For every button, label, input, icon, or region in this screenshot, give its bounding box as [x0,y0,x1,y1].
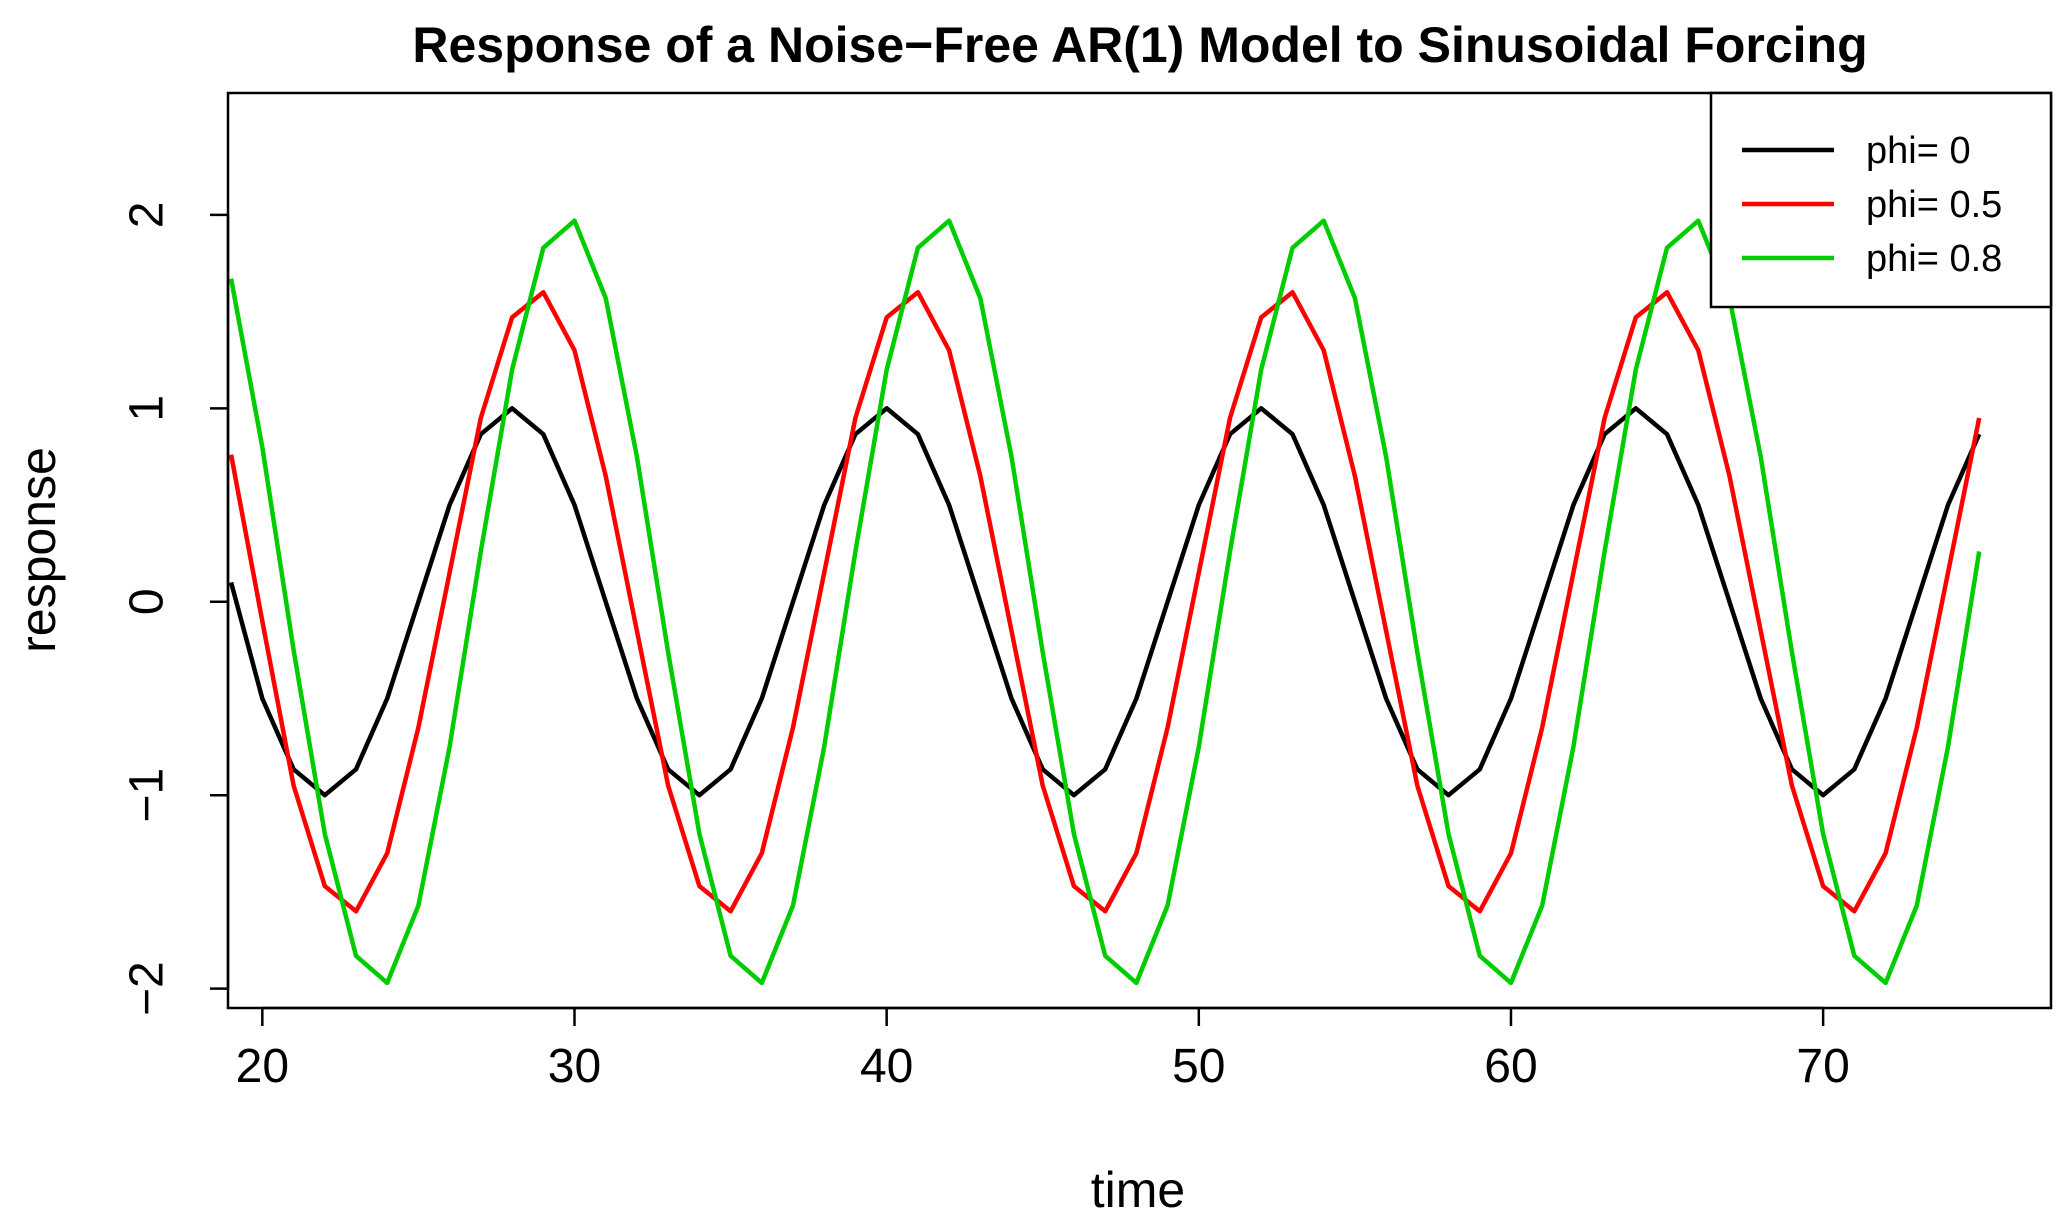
x-tick-label: 50 [1172,1040,1225,1093]
y-tick-label: 1 [121,395,174,422]
x-tick-label: 70 [1796,1040,1849,1093]
series-line-2 [228,218,1982,986]
y-tick-label: 2 [121,202,174,229]
legend-label-2: phi= 0.8 [1866,238,2002,280]
legend-label-0: phi= 0 [1866,130,1971,172]
x-tick-label: 40 [860,1040,913,1093]
legend: phi= 0 phi= 0.5 phi= 0.8 [1709,91,2053,309]
x-axis-label: time [1091,1162,1185,1218]
legend-label-1: phi= 0.5 [1866,184,2002,226]
series-layer [228,218,1982,986]
legend-box [1709,91,2053,309]
x-tick-label: 60 [1484,1040,1537,1093]
y-tick-label: 0 [121,588,174,615]
chart-title: Response of a Noise−Free AR(1) Model to … [412,17,1867,73]
y-tick-label: −1 [121,768,174,823]
x-axis: 20 30 40 50 60 70 [236,1006,1850,1093]
series-line-1 [228,289,1982,914]
y-axis: −2 −1 0 1 2 [121,202,230,1016]
y-tick-label: −2 [121,961,174,1016]
series-line-0 [228,406,1982,798]
y-axis-label: response [10,447,66,653]
x-tick-label: 30 [548,1040,601,1093]
x-tick-label: 20 [236,1040,289,1093]
